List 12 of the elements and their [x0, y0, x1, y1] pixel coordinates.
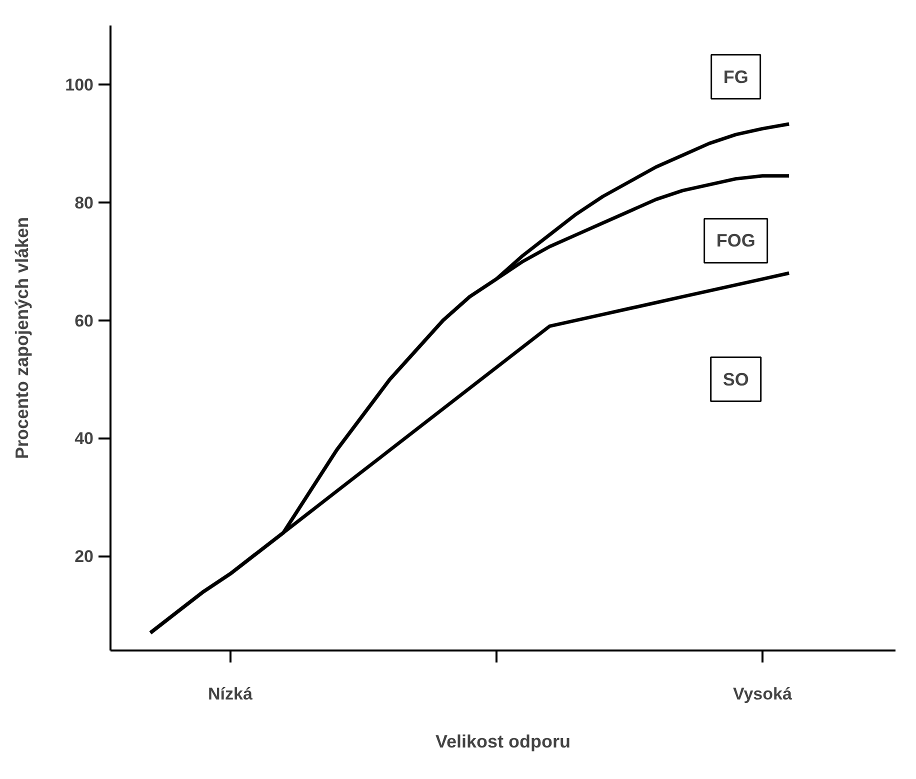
y-tick-label: 100 — [65, 75, 94, 94]
y-tick-label: 60 — [74, 311, 94, 330]
text: FG — [723, 66, 748, 87]
text: FOG — [716, 230, 756, 251]
x-tick-label: Nízká — [208, 684, 253, 704]
x-tick-label: Vysoká — [732, 684, 792, 704]
text: SO — [722, 369, 749, 390]
y-tick-label: 20 — [74, 547, 94, 566]
x-axis-title: Velikost odporu — [435, 732, 571, 752]
y-axis-title: Procento zapojených vláken — [12, 216, 32, 460]
y-tick-label: 40 — [74, 429, 94, 448]
y-tick-label: 80 — [74, 193, 94, 212]
